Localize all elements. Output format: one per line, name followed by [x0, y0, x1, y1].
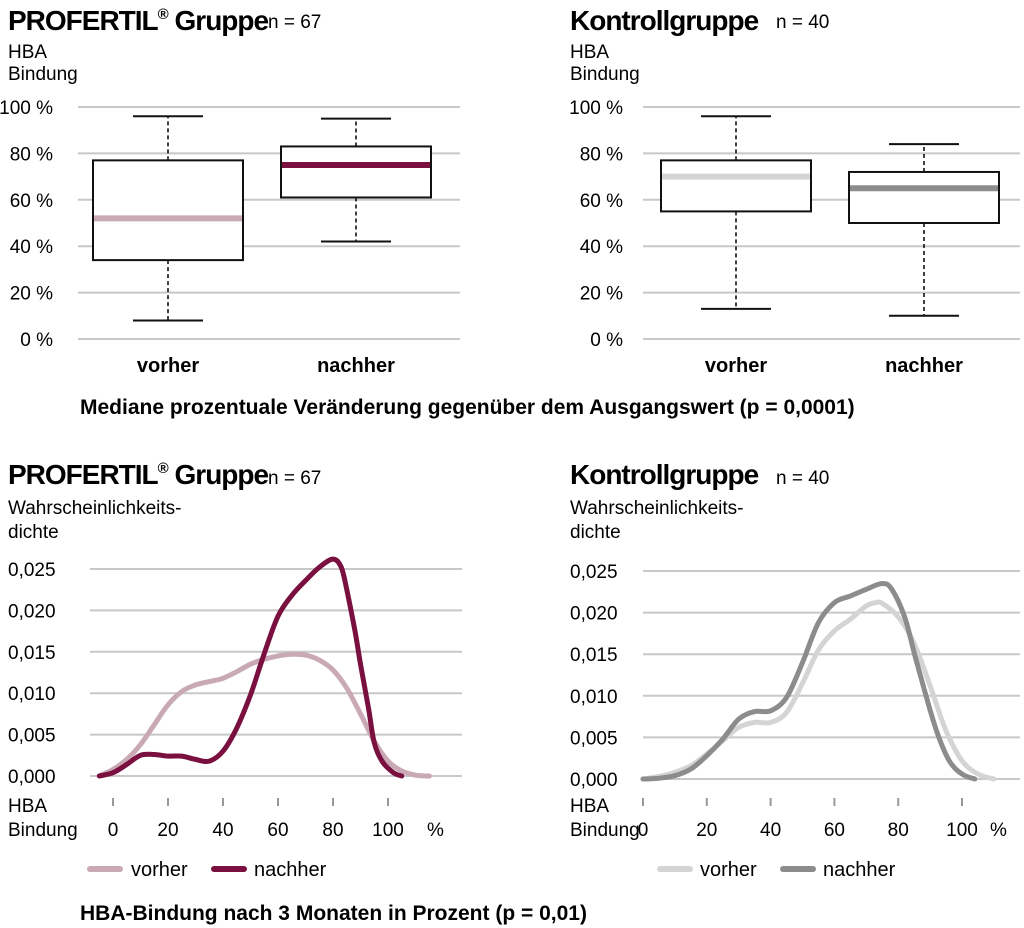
y-axis-label-line2: dichte [8, 522, 59, 543]
panel-title: Kontrollgruppe [570, 5, 759, 36]
y-axis-label-line2: Bindung [8, 64, 78, 85]
caption-bottom: HBA-Bindung nach 3 Monaten in Prozent (p… [80, 902, 587, 925]
y-tick-label: 80 % [10, 144, 53, 165]
y-tick-label: 0,020 [8, 601, 56, 622]
x-tick-label: 40 [212, 820, 233, 841]
density-panel-profertil: PROFERTIL® Gruppe n = 67 Wahrscheinlichk… [8, 459, 462, 841]
legend-label-vorher: vorher [700, 859, 757, 881]
box-panel-profertil: PROFERTIL® Gruppe n = 67 HBA Bindung 0 %… [0, 5, 460, 377]
x-tick-label: 80 [888, 820, 909, 841]
x-tick-label: 20 [157, 820, 178, 841]
y-axis-label-line1: Wahrscheinlichkeits- [570, 498, 744, 519]
y-tick-label: 0,000 [8, 767, 56, 788]
n-label: n = 40 [776, 468, 829, 489]
density-line-vorher [640, 599, 997, 782]
x-tick-label: 80 [322, 820, 343, 841]
category-label: vorher [137, 355, 199, 377]
x-tick-label: 40 [760, 820, 781, 841]
category-label: nachher [885, 355, 963, 377]
n-label: n = 67 [268, 12, 321, 33]
y-tick-label: 100 % [0, 98, 53, 119]
y-tick-label: 60 % [10, 191, 53, 212]
y-tick-label: 40 % [580, 237, 623, 258]
y-axis-label-line1: HBA [8, 42, 47, 63]
y-tick-label: 0,005 [570, 728, 618, 749]
x-axis-unit: % [427, 820, 444, 841]
n-label: n = 67 [268, 468, 321, 489]
density-line-nachher [640, 581, 978, 782]
y-tick-label: 20 % [580, 284, 623, 305]
density-line-nachher [96, 556, 405, 779]
x-tick-label: 60 [267, 820, 288, 841]
y-tick-label: 80 % [580, 144, 623, 165]
y-tick-label: 0 % [20, 330, 53, 351]
y-axis-label-line1: Wahrscheinlichkeits- [8, 498, 182, 519]
box-nachher [280, 145, 432, 199]
density-panel-kontroll: Kontrollgruppe n = 40 Wahrscheinlichkeit… [570, 459, 1020, 841]
y-axis-label-line2: Bindung [570, 64, 640, 85]
x-tick-label: 100 [372, 820, 404, 841]
legend-label-nachher: nachher [254, 859, 327, 881]
legend-label-nachher: nachher [823, 859, 896, 881]
y-tick-label: 0,025 [8, 560, 56, 581]
x-tick-label: 0 [638, 820, 649, 841]
y-tick-label: 20 % [10, 284, 53, 305]
box-panel-kontroll: Kontrollgruppe n = 40 HBA Bindung 0 % 20 … [569, 5, 1020, 377]
y-tick-label: 40 % [10, 237, 53, 258]
n-label: n = 40 [776, 12, 829, 33]
x-axis-label-line2: Bindung [570, 820, 640, 841]
box-nachher [848, 170, 1000, 225]
legend-profertil: vorher nachher [87, 859, 327, 881]
y-tick-label: 0,005 [8, 726, 56, 747]
y-tick-label: 100 % [569, 98, 623, 119]
y-tick-label: 0,010 [8, 684, 56, 705]
y-tick-label: 0,025 [570, 562, 618, 583]
legend-kontroll: vorher nachher [657, 859, 896, 881]
category-label: nachher [317, 355, 395, 377]
x-axis-label-line1: HBA [8, 796, 47, 817]
y-tick-label: 0,020 [570, 604, 618, 625]
box-vorher [92, 159, 244, 262]
x-axis-label-line1: HBA [570, 796, 609, 817]
x-tick-label: 0 [108, 820, 119, 841]
category-label: vorher [705, 355, 767, 377]
y-axis-label-line2: dichte [570, 522, 621, 543]
y-tick-label: 0,015 [8, 643, 56, 664]
panel-title: PROFERTIL® Gruppe [8, 5, 269, 36]
legend-label-vorher: vorher [131, 859, 188, 881]
panel-title: Kontrollgruppe [570, 459, 759, 490]
x-axis-unit: % [990, 820, 1007, 841]
panel-title: PROFERTIL® Gruppe [8, 459, 269, 490]
y-tick-label: 60 % [580, 191, 623, 212]
x-tick-label: 60 [824, 820, 845, 841]
x-tick-label: 100 [946, 820, 978, 841]
x-axis-label-line2: Bindung [8, 820, 78, 841]
y-axis-label-line1: HBA [570, 42, 609, 63]
y-tick-label: 0,015 [570, 645, 618, 666]
x-tick-label: 20 [696, 820, 717, 841]
box-vorher [660, 159, 812, 213]
y-tick-label: 0,000 [570, 770, 618, 791]
caption-top: Mediane prozentuale Veränderung gegenübe… [80, 396, 855, 419]
y-tick-label: 0 % [590, 330, 623, 351]
y-tick-label: 0,010 [570, 687, 618, 708]
